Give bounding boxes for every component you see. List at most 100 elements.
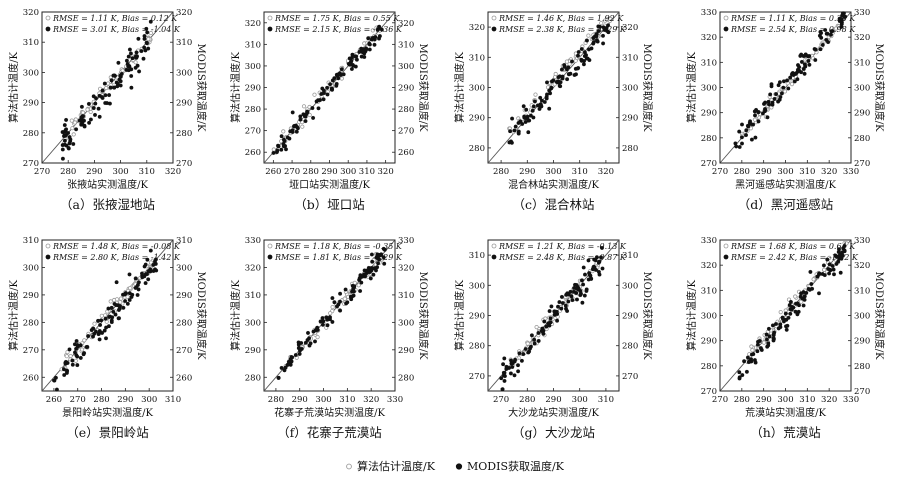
point-modis	[60, 147, 65, 152]
point-modis	[74, 127, 79, 132]
y2-tick-label: 310	[176, 236, 192, 246]
point-modis	[369, 267, 374, 271]
point-modis	[139, 49, 144, 54]
annotation-text: RMSE = 1.48 K, Bias = -0.08 K	[52, 242, 181, 251]
y-tick-label: 330	[701, 8, 717, 18]
y-tick-label: 320	[701, 33, 717, 43]
point-modis	[783, 311, 788, 316]
point-modis	[818, 47, 823, 52]
point-modis	[122, 292, 127, 297]
point-modis	[354, 57, 359, 62]
point-modis	[318, 98, 322, 103]
point-modis	[576, 286, 581, 291]
point-modis	[753, 360, 758, 365]
point-algorithm	[82, 338, 87, 343]
point-modis	[142, 264, 147, 269]
y-tick-label: 290	[469, 114, 485, 124]
x-tick-label: 290	[321, 167, 337, 177]
point-modis	[546, 321, 551, 326]
point-modis	[339, 67, 344, 72]
point-modis	[755, 349, 760, 354]
point-modis	[560, 301, 565, 305]
point-algorithm	[65, 349, 70, 355]
panel-g: 270 280 290 300 310 270 270 280 280 290 290 300 300 3…	[453, 239, 654, 440]
point-modis	[839, 256, 844, 261]
x-tick-label: 300	[141, 395, 157, 405]
point-modis	[597, 259, 602, 264]
point-modis	[516, 129, 521, 134]
point-modis	[314, 99, 319, 104]
annotation-marker	[45, 26, 51, 32]
point-modis	[298, 117, 303, 122]
point-modis	[749, 137, 754, 142]
point-modis	[361, 50, 366, 55]
point-algorithm	[752, 117, 758, 122]
point-modis	[332, 300, 337, 305]
point-modis	[321, 97, 326, 102]
point-algorithm	[750, 348, 755, 353]
point-modis	[128, 51, 133, 56]
x-tick-label: 270	[712, 395, 728, 405]
point-modis	[107, 93, 112, 98]
point-modis	[366, 36, 371, 41]
point-modis	[584, 38, 589, 43]
point-modis	[321, 91, 326, 96]
point-modis	[789, 72, 794, 77]
x-tick-label: 310	[799, 167, 815, 177]
figure-legend: 算法估计温度/K MODIS获取温度/K	[346, 459, 565, 473]
panel-caption: （b）垭口站	[294, 197, 365, 212]
point-modis	[352, 289, 356, 294]
x-tick-label: 310	[339, 395, 355, 405]
y2-axis-label: MODIS获取温度/K	[195, 43, 208, 132]
point-modis	[320, 322, 325, 327]
point-modis	[135, 293, 140, 297]
point-modis	[756, 110, 761, 114]
point-modis	[771, 338, 776, 343]
y-tick-label: 270	[701, 387, 717, 397]
legend-label-algorithm: 算法估计温度/K	[357, 459, 436, 473]
y-axis-label: 算法估计温度/K	[229, 280, 242, 351]
point-modis	[64, 117, 69, 122]
point-modis	[756, 119, 761, 124]
y2-tick-label: 280	[176, 318, 192, 328]
plot-frame	[263, 239, 396, 392]
x-tick-label: 330	[387, 395, 403, 405]
y2-axis-label: MODIS获取温度/K	[873, 271, 886, 360]
point-algorithm	[339, 76, 344, 81]
point-modis	[499, 376, 504, 381]
point-algorithm	[71, 132, 76, 137]
annotation-marker	[45, 15, 51, 21]
y2-tick-label: 300	[176, 68, 192, 78]
point-modis	[594, 255, 599, 260]
annotation-text: RMSE = 1.18 K, Bias = -0.35 K	[274, 242, 403, 251]
y-axis-label: 算法估计温度/K	[453, 52, 466, 123]
point-algorithm	[108, 299, 113, 304]
point-modis	[369, 252, 374, 257]
point-modis	[367, 47, 372, 52]
point-modis	[531, 115, 536, 120]
point-modis	[753, 135, 758, 140]
point-modis	[288, 129, 293, 134]
y-axis-label: 算法估计温度/K	[685, 52, 698, 123]
point-modis	[349, 59, 354, 64]
point-modis	[827, 262, 832, 267]
point-modis	[559, 67, 564, 72]
x-tick-label: 280	[268, 395, 284, 405]
annotation-marker	[267, 15, 273, 21]
y2-tick-label: 290	[622, 114, 638, 124]
x-tick-label: 300	[777, 395, 793, 405]
point-modis	[825, 31, 830, 36]
point-modis	[523, 120, 528, 124]
y-tick-label: 310	[701, 58, 717, 68]
x-axis-label: 大沙龙站实测温度/K	[508, 406, 599, 419]
point-modis	[130, 56, 135, 61]
point-modis	[746, 360, 751, 365]
point-modis	[516, 363, 520, 368]
annotation-text: RMSE = 3.01 K, Bias = -1.04 K	[52, 25, 181, 34]
y-tick-label: 330	[701, 236, 717, 246]
point-modis	[89, 328, 94, 333]
annotation-marker	[267, 26, 273, 32]
point-modis	[328, 82, 333, 87]
y-tick-label: 290	[245, 346, 261, 356]
point-modis	[840, 13, 845, 18]
